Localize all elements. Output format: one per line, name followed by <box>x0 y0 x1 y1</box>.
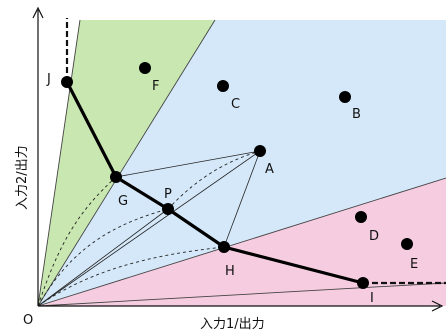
label-h: H <box>225 264 235 279</box>
origin-label: O <box>23 313 33 328</box>
x-axis-arrow <box>431 300 444 312</box>
point-h <box>218 241 230 253</box>
dashed-curve-h <box>37 246 225 307</box>
ray-to-a <box>37 150 261 307</box>
point-b <box>339 91 351 103</box>
ray-to-g <box>37 19 216 307</box>
dashed-curve-pa <box>167 150 261 210</box>
label-i: I <box>370 291 374 306</box>
point-c <box>217 80 229 92</box>
ray-to-h <box>37 177 446 307</box>
dashed-curve-g <box>37 176 117 307</box>
label-a: A <box>265 162 274 177</box>
dashed-curve-p <box>37 208 169 307</box>
label-d: D <box>369 229 379 244</box>
ray-to-p <box>37 208 169 307</box>
line-a-g <box>115 150 261 178</box>
point-g <box>110 171 122 183</box>
point-d <box>355 211 367 223</box>
label-b: B <box>352 107 361 122</box>
point-e <box>401 238 413 250</box>
ray-to-i <box>37 282 446 307</box>
y-axis-label: 入力2/出力 <box>15 145 30 210</box>
label-j: J <box>46 72 51 87</box>
point-i <box>357 277 369 289</box>
x-axis-label: 入力1/出力 <box>200 317 265 332</box>
ray-to-j <box>37 19 81 307</box>
line-a-h <box>223 150 261 248</box>
point-a <box>254 145 266 157</box>
point-p <box>162 203 174 215</box>
label-e: E <box>410 257 418 272</box>
point-j <box>61 76 73 88</box>
y-axis-arrow <box>32 6 44 19</box>
label-c: C <box>231 97 240 112</box>
point-f <box>139 62 151 74</box>
label-p: P <box>164 187 172 202</box>
label-f: F <box>152 79 159 94</box>
label-g: G <box>118 194 128 209</box>
